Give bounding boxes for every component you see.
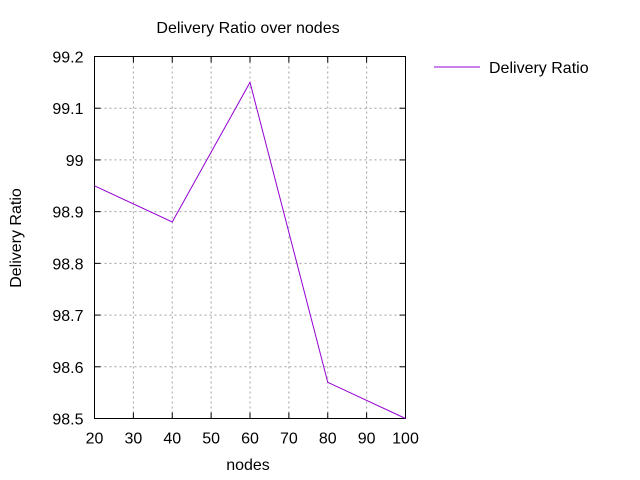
- x-tick-label: 20: [86, 431, 104, 448]
- x-tick-label: 40: [163, 431, 181, 448]
- x-tick-label: 60: [241, 431, 259, 448]
- y-tick-label: 98.7: [52, 308, 83, 325]
- legend-label: Delivery Ratio: [489, 60, 589, 77]
- y-tick-label: 98.9: [52, 205, 83, 222]
- y-tick-label: 98.8: [52, 256, 83, 273]
- x-tick-label: 100: [392, 431, 419, 448]
- y-tick-label: 99: [66, 153, 84, 170]
- y-tick-label: 99.1: [52, 101, 83, 118]
- series-lines: [94, 81, 406, 419]
- x-tick-label: 50: [202, 431, 220, 448]
- chart-title: Delivery Ratio over nodes: [156, 20, 339, 37]
- x-axis-tick-labels: 20 30 40 50 60 70 80 90 100: [86, 431, 419, 448]
- plot-frame: [94, 56, 406, 419]
- y-tick-label: 98.6: [52, 360, 83, 377]
- x-tick-label: 90: [358, 431, 376, 448]
- x-tick-label: 30: [124, 431, 142, 448]
- x-tick-label: 70: [280, 431, 298, 448]
- y-tick-label: 98.5: [52, 412, 83, 429]
- legend: Delivery Ratio: [434, 60, 589, 77]
- y-axis-title: Delivery Ratio: [8, 188, 25, 288]
- y-axis-tick-labels: 98.5 98.6 98.7 98.8 98.9 99 99.1 99.2: [52, 50, 83, 429]
- x-tick-label: 80: [319, 431, 337, 448]
- x-axis-title: nodes: [226, 457, 270, 474]
- y-tick-label: 99.2: [52, 50, 83, 67]
- grid-lines: [94, 56, 406, 419]
